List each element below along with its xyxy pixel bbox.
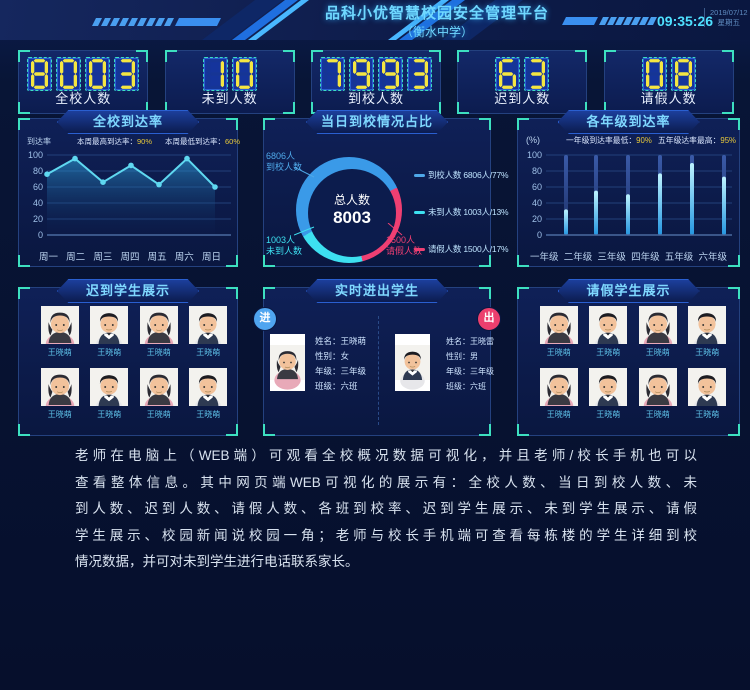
svg-text:60: 60	[33, 182, 43, 192]
svg-text:60: 60	[532, 182, 542, 192]
svg-text:0: 0	[537, 230, 542, 240]
svg-text:40: 40	[33, 198, 43, 208]
svg-text:100: 100	[527, 150, 542, 160]
svg-text:20: 20	[532, 214, 542, 224]
svg-text:20: 20	[33, 214, 43, 224]
svg-text:80: 80	[532, 166, 542, 176]
svg-text:0: 0	[38, 230, 43, 240]
svg-text:40: 40	[532, 198, 542, 208]
svg-text:100: 100	[28, 150, 43, 160]
svg-text:80: 80	[33, 166, 43, 176]
